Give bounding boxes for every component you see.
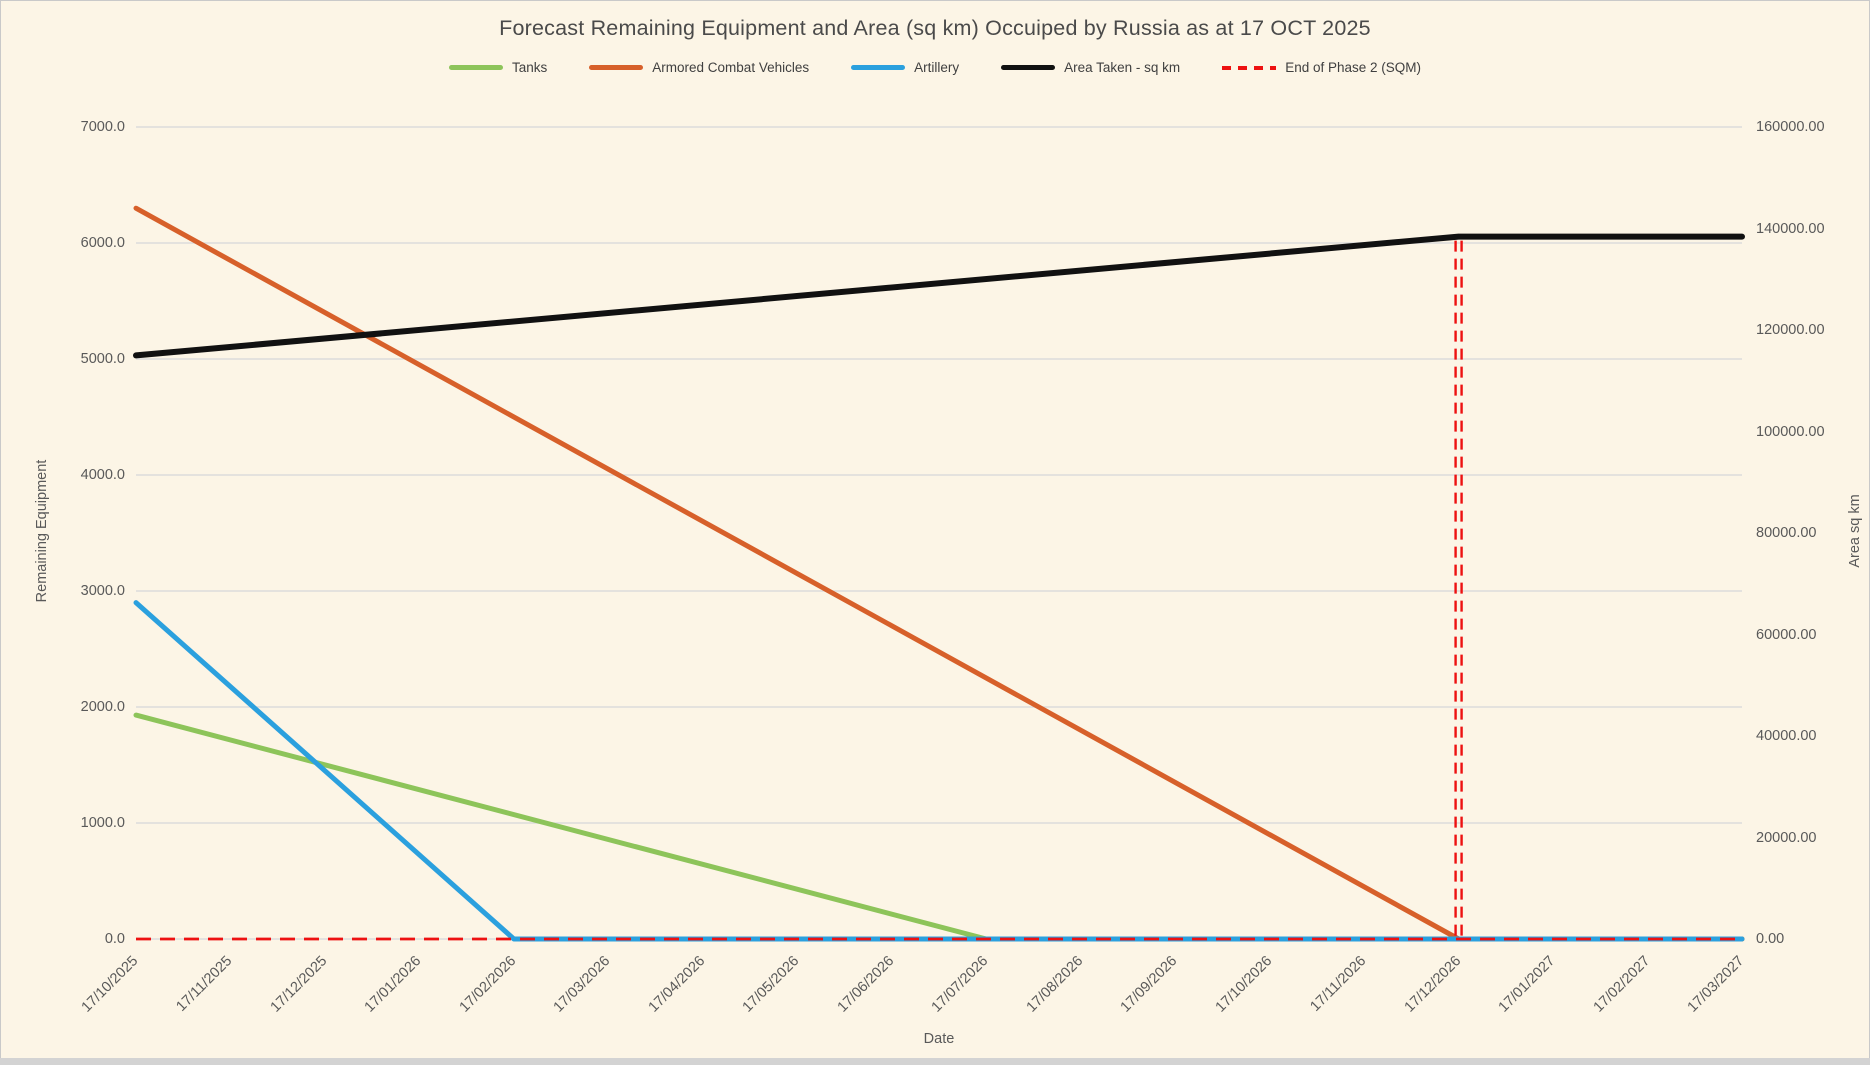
- legend-item: Area Taken - sq km: [1001, 60, 1180, 75]
- right-axis-tick-label: 160000.00: [1756, 119, 1825, 135]
- chart-title: Forecast Remaining Equipment and Area (s…: [499, 16, 1371, 40]
- legend-label: Armored Combat Vehicles: [652, 60, 810, 75]
- legend-label: Area Taken - sq km: [1064, 60, 1181, 75]
- right-axis-tick-label: 120000.00: [1756, 322, 1825, 338]
- legend-dashed-line-swatch: [1222, 65, 1277, 70]
- legend-item: End of Phase 2 (SQM): [1222, 60, 1421, 75]
- window-bottom-edge: [0, 1058, 1870, 1065]
- legend-line-swatch: [851, 65, 906, 70]
- legend-line-swatch: [449, 65, 503, 70]
- left-axis-tick-label: 1000.0: [80, 815, 125, 831]
- x-axis-title: Date: [923, 1031, 955, 1047]
- right-axis-tick-label: 140000.00: [1756, 220, 1825, 237]
- legend-line-swatch: [1001, 65, 1056, 70]
- left-axis-tick-label: 0.0: [104, 931, 125, 947]
- legend-label: Artillery: [914, 60, 960, 75]
- right-axis-tick-label: 80000.00: [1756, 525, 1817, 541]
- left-axis-tick-label: 5000.0: [80, 351, 125, 367]
- left-axis-tick-label: 4000.0: [80, 467, 125, 483]
- right-axis-tick-label: 20000.00: [1756, 829, 1817, 846]
- right-axis-tick-label: 60000.00: [1756, 626, 1817, 643]
- left-axis-tick-label: 3000.0: [80, 583, 125, 599]
- legend-label: Tanks: [512, 60, 548, 75]
- legend-label: End of Phase 2 (SQM): [1285, 60, 1421, 75]
- left-axis-tick-label: 6000.0: [80, 235, 125, 251]
- legend-item: Tanks: [449, 60, 547, 75]
- legend-item: Artillery: [851, 60, 959, 75]
- right-axis-tick-label: 40000.00: [1756, 728, 1817, 744]
- right-axis-tick-label: 0.00: [1756, 931, 1785, 947]
- left-axis-tick-label: 7000.0: [80, 119, 125, 135]
- right-axis-tick-label: 100000.00: [1756, 423, 1825, 440]
- legend-item: Armored Combat Vehicles: [589, 60, 809, 75]
- left-axis-tick-label: 2000.0: [80, 699, 125, 715]
- chart-legend: Tanks Armored Combat Vehicles Artillery Are…: [0, 60, 1870, 75]
- legend-line-swatch: [589, 65, 644, 70]
